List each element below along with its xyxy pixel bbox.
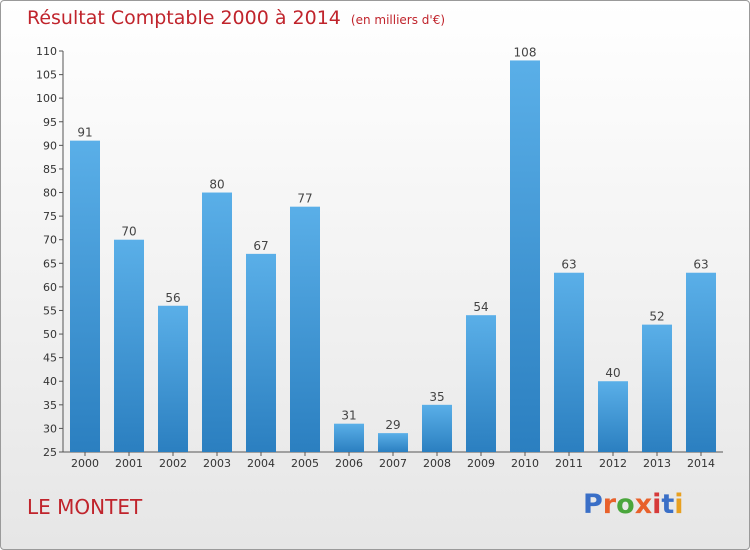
x-tick-label: 2011 [555, 457, 583, 470]
y-tick-label: 75 [43, 210, 57, 223]
bar-value-label: 35 [429, 390, 444, 404]
bar-value-label: 29 [385, 418, 400, 432]
x-tick-label: 2002 [159, 457, 187, 470]
bar-value-label: 70 [121, 225, 136, 239]
bar [114, 239, 144, 452]
y-tick-label: 80 [43, 187, 57, 200]
bar [290, 206, 320, 452]
bar [642, 324, 672, 452]
chart-bars: 91 70 56 80 67 77 31 29 35 54 108 63 40 52 63 [70, 45, 716, 452]
logo-letter: P [583, 489, 603, 520]
y-tick-label: 60 [43, 281, 57, 294]
bar-value-label: 67 [253, 239, 268, 253]
bar-value-label: 56 [165, 291, 180, 305]
bar [422, 404, 452, 452]
y-tick-label: 55 [43, 304, 57, 317]
logo-letter: r [602, 489, 617, 520]
bar-value-label: 63 [561, 258, 576, 272]
y-tick-label: 100 [36, 92, 57, 105]
y-tick-label: 95 [43, 116, 57, 129]
x-tick-label: 2005 [291, 457, 319, 470]
y-tick-label: 45 [43, 352, 57, 365]
x-tick-label: 2010 [511, 457, 539, 470]
bar-value-label: 63 [693, 258, 708, 272]
bar [554, 272, 584, 452]
proxiti-logo[interactable]: Proxiti [583, 489, 684, 520]
logo-letter: i [652, 489, 662, 520]
bar [466, 315, 496, 452]
x-tick-label: 2007 [379, 457, 407, 470]
x-tick-label: 2001 [115, 457, 143, 470]
bar-value-label: 31 [341, 409, 356, 423]
x-tick-label: 2014 [687, 457, 715, 470]
x-tick-label: 2008 [423, 457, 451, 470]
y-tick-label: 85 [43, 163, 57, 176]
x-tick-label: 2000 [71, 457, 99, 470]
y-tick-label: 35 [43, 399, 57, 412]
logo-letter: x [634, 489, 653, 520]
y-tick-label: 40 [43, 375, 57, 388]
x-tick-label: 2009 [467, 457, 495, 470]
bar [686, 272, 716, 452]
y-tick-label: 105 [36, 69, 57, 82]
chart-title: Résultat Comptable 2000 à 2014 (en millie… [27, 7, 445, 29]
logo-letter: o [616, 489, 635, 520]
y-tick-label: 110 [36, 45, 57, 58]
x-tick-label: 2012 [599, 457, 627, 470]
bar [70, 140, 100, 452]
y-tick-label: 25 [43, 446, 57, 459]
bar [246, 253, 276, 452]
y-tick-label: 30 [43, 422, 57, 435]
bar-value-label: 80 [209, 178, 224, 192]
bar [598, 381, 628, 452]
chart-subtitle: (en milliers d'€) [350, 13, 446, 27]
y-tick-label: 65 [43, 257, 57, 270]
y-tick-label: 70 [43, 234, 57, 247]
location-name: LE MONTET [27, 495, 143, 519]
bar [510, 60, 540, 452]
x-tick-label: 2004 [247, 457, 275, 470]
bar [202, 192, 232, 452]
bar [158, 305, 188, 452]
bar-value-label: 54 [473, 300, 488, 314]
x-tick-label: 2013 [643, 457, 671, 470]
bar-value-label: 91 [77, 126, 92, 140]
bar-value-label: 108 [514, 45, 537, 59]
x-tick-label: 2003 [203, 457, 231, 470]
chart-title-main: Résultat Comptable 2000 à 2014 [27, 7, 341, 29]
bar-value-label: 77 [297, 192, 312, 206]
bar [378, 433, 408, 452]
bar [334, 423, 364, 452]
y-tick-label: 50 [43, 328, 57, 341]
bar-value-label: 40 [605, 366, 620, 380]
logo-letter: i [674, 489, 684, 520]
bar-value-label: 52 [649, 310, 664, 324]
x-tick-label: 2006 [335, 457, 363, 470]
logo-letter: t [661, 489, 675, 520]
y-tick-label: 90 [43, 139, 57, 152]
